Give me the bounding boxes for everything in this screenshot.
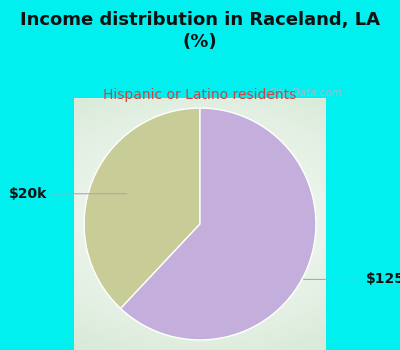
Wedge shape: [121, 108, 316, 340]
Text: $20k: $20k: [8, 187, 127, 201]
Text: Hispanic or Latino residents: Hispanic or Latino residents: [103, 88, 297, 102]
Wedge shape: [84, 108, 200, 308]
Text: Income distribution in Raceland, LA
(%): Income distribution in Raceland, LA (%): [20, 10, 380, 51]
Text: City-Data.com: City-Data.com: [269, 88, 343, 98]
Text: $125k: $125k: [304, 272, 400, 286]
